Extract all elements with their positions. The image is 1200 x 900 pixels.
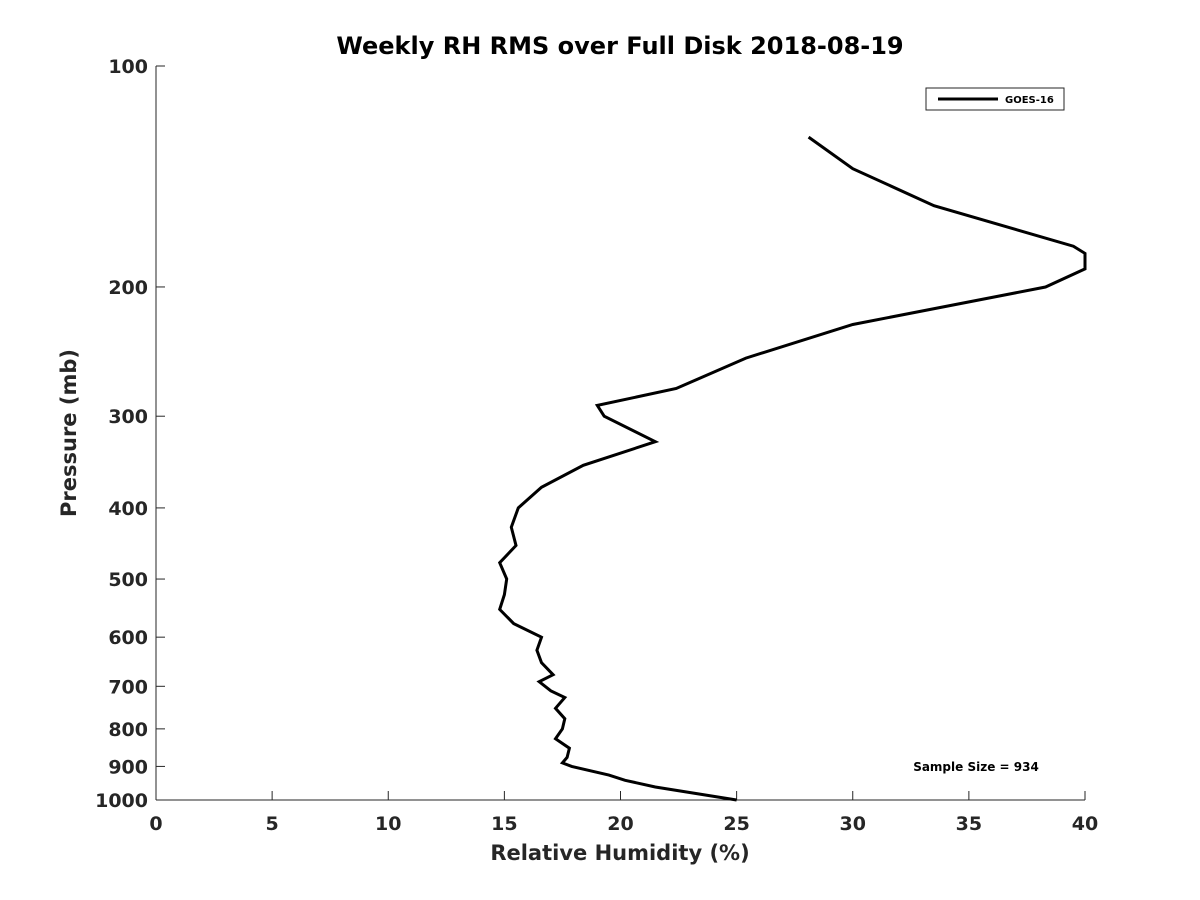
y-tick-label: 800: [108, 719, 148, 741]
y-ticks: 100 200 300 400 500 600 700 800 900 1000: [95, 56, 165, 812]
x-ticks: 0 5 10 15 20 25 30 35 40: [149, 791, 1098, 835]
y-tick-label: 900: [108, 756, 148, 778]
series-line-0: [497, 135, 1087, 802]
series-layer: [497, 135, 1087, 802]
y-tick-label: 300: [108, 406, 148, 428]
x-tick-label: 0: [149, 813, 162, 835]
y-axis-label: Pressure (mb): [57, 349, 81, 517]
sample-size-annotation: Sample Size = 934: [913, 760, 1039, 774]
y-tick-label: 1000: [95, 790, 148, 812]
x-tick-label: 25: [723, 813, 749, 835]
x-tick-label: 30: [840, 813, 866, 835]
chart-title: Weekly RH RMS over Full Disk 2018-08-19: [336, 32, 903, 60]
y-tick-label: 600: [108, 627, 148, 649]
x-tick-label: 35: [956, 813, 982, 835]
y-tick-label: 400: [108, 498, 148, 520]
legend: GOES-16: [925, 87, 1065, 111]
x-tick-label: 5: [266, 813, 279, 835]
x-tick-label: 10: [375, 813, 401, 835]
y-tick-label: 500: [108, 569, 148, 591]
x-tick-label: 40: [1072, 813, 1098, 835]
legend-label-goes16: GOES-16: [1005, 95, 1054, 106]
y-tick-label: 700: [108, 676, 148, 698]
y-tick-label: 100: [108, 56, 148, 78]
x-tick-label: 15: [491, 813, 517, 835]
x-tick-label: 20: [607, 813, 633, 835]
y-tick-label: 200: [108, 277, 148, 299]
x-axis-label: Relative Humidity (%): [490, 841, 749, 865]
